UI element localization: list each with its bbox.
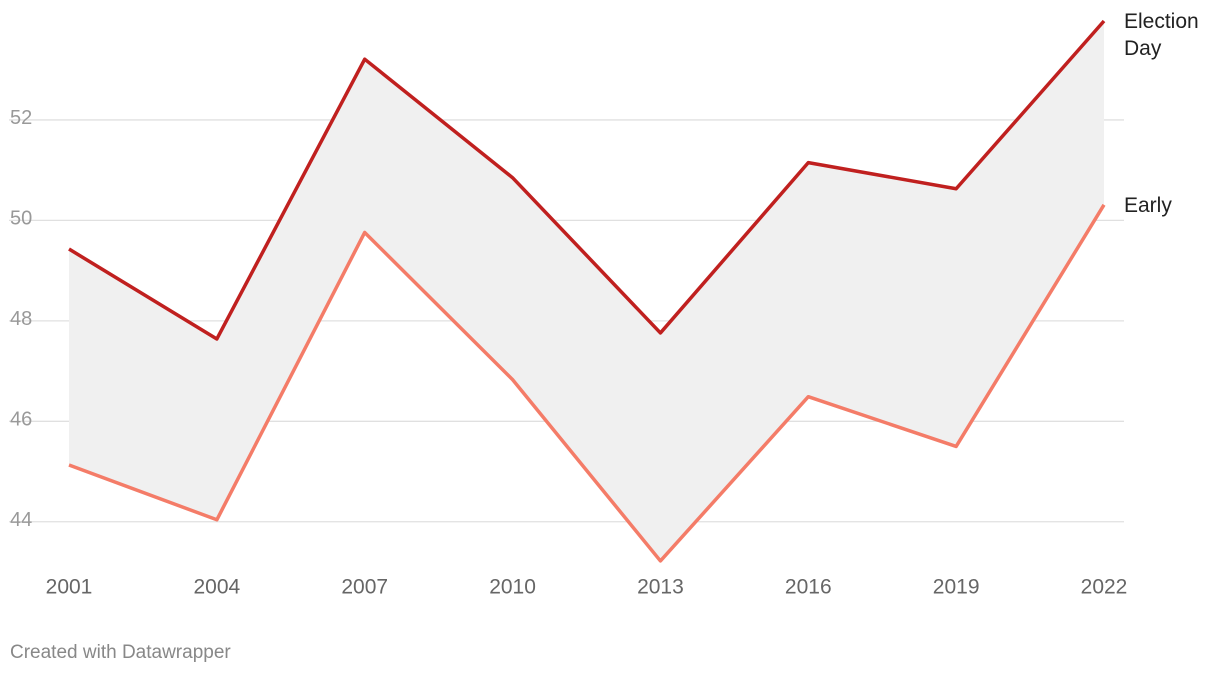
x-tick-label: 2022 [1081, 576, 1128, 599]
y-tick-label: 44 [10, 509, 32, 531]
x-tick-label: 2004 [193, 576, 240, 599]
y-tick-label: 46 [10, 409, 32, 431]
y-tick-label: 48 [10, 308, 32, 330]
x-tick-label: 2013 [637, 576, 684, 599]
x-tick-label: 2019 [933, 576, 980, 599]
x-tick-label: 2016 [785, 576, 832, 599]
x-tick-label: 2010 [489, 576, 536, 599]
series-line [68, 19, 1106, 341]
series-line [68, 203, 1106, 563]
series-label: Early [1124, 193, 1172, 217]
series-label: Election Day [1124, 10, 1199, 60]
x-tick-label: 2001 [46, 576, 93, 599]
footer: Created with Datawrapper [10, 642, 231, 663]
y-tick-label: 50 [10, 208, 32, 230]
x-tick-label: 2007 [341, 576, 388, 599]
y-tick-label: 52 [10, 107, 32, 129]
range-fill [69, 21, 1104, 561]
